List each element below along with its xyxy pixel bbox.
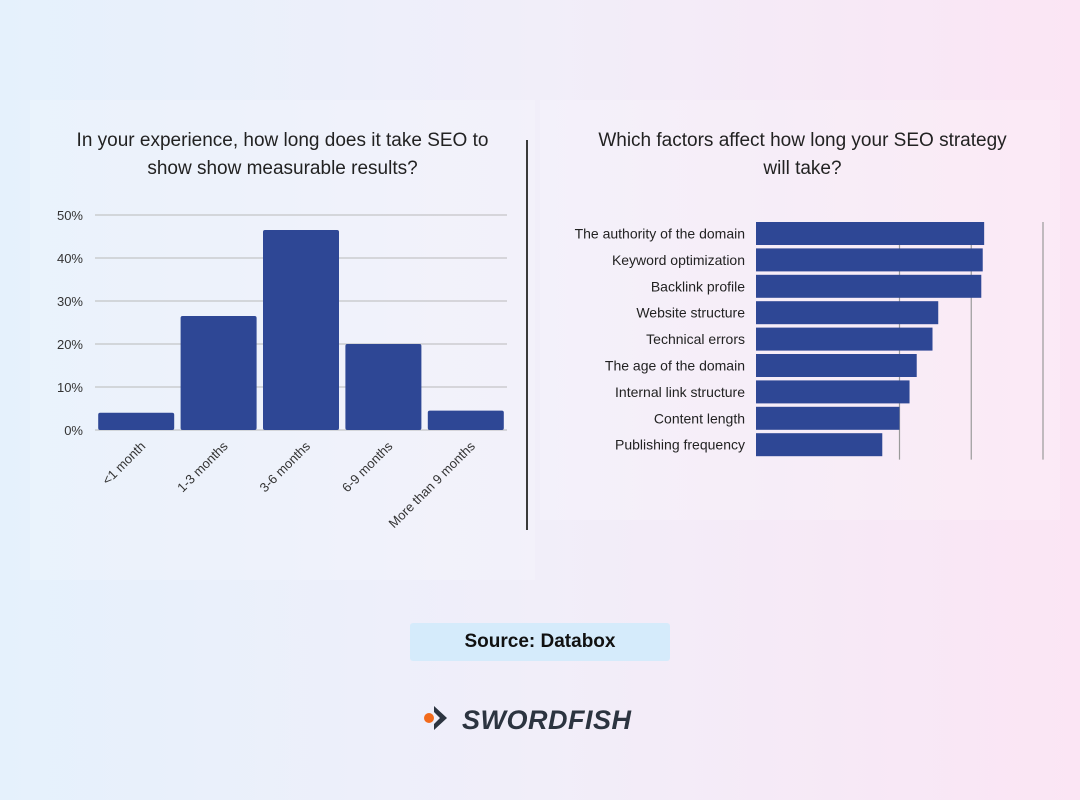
bar — [756, 248, 983, 272]
category-label: Publishing frequency — [615, 437, 745, 453]
left-bar-chart: 0% 10% 20% 30% 40% 50% <1 month 1-3 months 3-6 m… — [57, 208, 507, 531]
source-text: Source: Databox — [464, 631, 616, 652]
y-tick-label: 10% — [57, 380, 83, 395]
bar — [756, 327, 933, 351]
bar — [98, 412, 175, 430]
bar — [345, 344, 422, 430]
bar — [427, 410, 504, 430]
y-tick-label: 20% — [57, 337, 83, 352]
y-tick-label: 0% — [64, 423, 83, 438]
right-chart-panel: Which factors affect how long your SEO s… — [540, 100, 1060, 520]
y-tick-label: 50% — [57, 208, 83, 223]
right-chart-title: Which factors affect how long your SEO s… — [598, 130, 1007, 179]
bar — [756, 406, 900, 430]
left-chart-title: In your experience, how long does it tak… — [76, 130, 489, 179]
category-label: Technical errors — [646, 331, 745, 347]
category-label: Backlink profile — [651, 278, 745, 294]
x-tick-label: 6-9 months — [339, 438, 396, 495]
bar — [756, 274, 982, 298]
bar — [756, 354, 917, 377]
x-tick-label: 3-6 months — [257, 438, 314, 495]
category-label: Keyword optimization — [612, 252, 745, 268]
category-label: Content length — [654, 410, 745, 426]
bar — [756, 301, 939, 325]
source-label: Source: Databox — [410, 623, 670, 661]
right-bar-chart: The authority of the domain Keyword optim… — [575, 222, 1044, 460]
bar — [756, 380, 910, 404]
brand-name: SWORDFISH — [462, 704, 632, 735]
x-tick-label: <1 month — [99, 439, 148, 488]
category-label: Website structure — [636, 305, 745, 321]
x-tick-label: More than 9 months — [386, 438, 479, 531]
bar — [756, 222, 985, 245]
swordfish-logo-icon — [424, 706, 447, 730]
y-tick-label: 30% — [57, 294, 83, 309]
category-label: Internal link structure — [615, 384, 745, 400]
bar — [756, 433, 883, 457]
y-tick-label: 40% — [57, 251, 83, 266]
category-label: The age of the domain — [605, 358, 745, 374]
x-tick-label: 1-3 months — [174, 438, 231, 495]
brand-logo: SWORDFISH — [422, 702, 632, 738]
bar — [263, 230, 339, 430]
category-label: The authority of the domain — [575, 226, 745, 242]
bar — [180, 316, 257, 430]
chart-divider — [526, 140, 528, 530]
left-chart-panel: In your experience, how long does it tak… — [30, 100, 535, 580]
